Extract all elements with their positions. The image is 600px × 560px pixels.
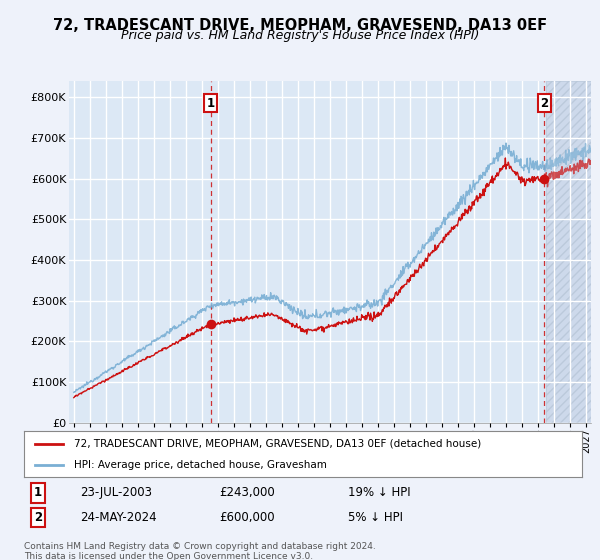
Text: Price paid vs. HM Land Registry's House Price Index (HPI): Price paid vs. HM Land Registry's House … <box>121 29 479 42</box>
Text: £600,000: £600,000 <box>220 511 275 524</box>
Text: 72, TRADESCANT DRIVE, MEOPHAM, GRAVESEND, DA13 0EF (detached house): 72, TRADESCANT DRIVE, MEOPHAM, GRAVESEND… <box>74 438 481 449</box>
Bar <box>546 81 591 423</box>
Text: 72, TRADESCANT DRIVE, MEOPHAM, GRAVESEND, DA13 0EF: 72, TRADESCANT DRIVE, MEOPHAM, GRAVESEND… <box>53 18 547 33</box>
Text: Contains HM Land Registry data © Crown copyright and database right 2024.
This d: Contains HM Land Registry data © Crown c… <box>24 542 376 560</box>
Text: 1: 1 <box>206 96 215 110</box>
Text: 5% ↓ HPI: 5% ↓ HPI <box>347 511 403 524</box>
Text: 2: 2 <box>34 511 42 524</box>
Text: HPI: Average price, detached house, Gravesham: HPI: Average price, detached house, Grav… <box>74 460 327 470</box>
Bar <box>546 81 591 423</box>
Text: £243,000: £243,000 <box>220 486 275 500</box>
Text: 23-JUL-2003: 23-JUL-2003 <box>80 486 152 500</box>
Text: 1: 1 <box>34 486 42 500</box>
Text: 2: 2 <box>541 96 548 110</box>
Text: 24-MAY-2024: 24-MAY-2024 <box>80 511 157 524</box>
Text: 19% ↓ HPI: 19% ↓ HPI <box>347 486 410 500</box>
